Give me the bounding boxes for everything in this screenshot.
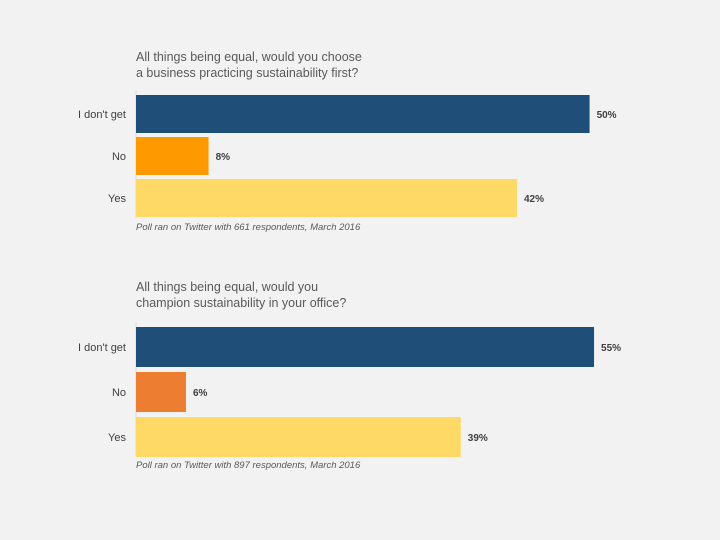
- bar-yes: [136, 417, 461, 457]
- bar-i-don-t-get: [136, 327, 595, 367]
- bar-i-don-t-get: [136, 95, 590, 133]
- chart-title-line-2: champion sustainability in your office?: [136, 296, 347, 310]
- category-label-i-don-t-get: I don't get: [78, 342, 126, 354]
- bar-no: [136, 372, 186, 412]
- value-label-no: 8%: [216, 152, 231, 163]
- bar-plot: I don't get 50% No 8% Yes 42%: [78, 90, 617, 218]
- chart-title-line-1: All things being equal, would you choose: [136, 50, 362, 64]
- bar-yes: [136, 179, 517, 217]
- bar-no: [136, 137, 209, 175]
- chart-title-line-1: All things being equal, would you: [136, 280, 319, 294]
- value-label-i-don-t-get: 55%: [601, 343, 621, 354]
- chart-title-line-2: a business practicing sustainability fir…: [136, 66, 359, 80]
- category-label-i-don-t-get: I don't get: [78, 109, 126, 121]
- value-label-yes: 42%: [524, 194, 544, 205]
- bar-plot: I don't get 55% No 6% Yes 39%: [78, 322, 621, 457]
- value-label-yes: 39%: [468, 433, 488, 444]
- chart-choose-business: All things being equal, would you choose…: [0, 0, 720, 260]
- value-label-no: 6%: [193, 388, 208, 399]
- value-label-i-don-t-get: 50%: [597, 110, 617, 121]
- chart-title: All things being equal, would you choose…: [136, 49, 456, 81]
- category-label-yes: Yes: [108, 432, 126, 444]
- category-label-no: No: [112, 151, 126, 163]
- category-label-no: No: [112, 387, 126, 399]
- poll-note: Poll ran on Twitter with 897 respondents…: [136, 460, 361, 471]
- chart-champion-office: All things being equal, would you champi…: [0, 270, 720, 530]
- poll-note: Poll ran on Twitter with 661 respondents…: [136, 222, 361, 233]
- category-label-yes: Yes: [108, 193, 126, 205]
- chart-title: All things being equal, would you champi…: [136, 279, 456, 311]
